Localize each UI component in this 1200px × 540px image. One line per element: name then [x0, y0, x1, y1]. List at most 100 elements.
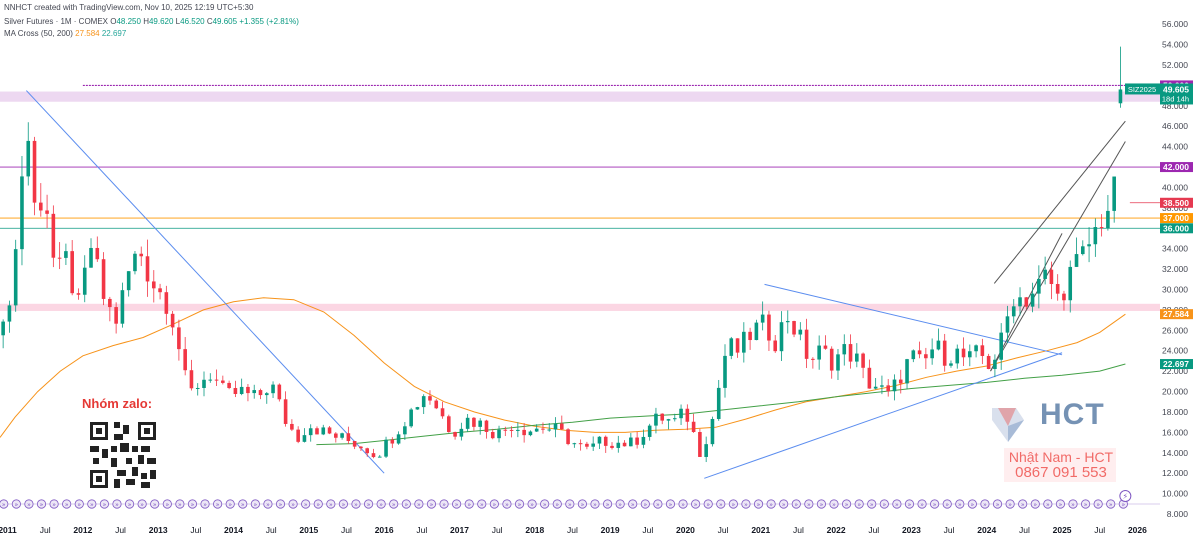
candle-body-5	[32, 140, 37, 203]
event-marker-glyph-31: »	[392, 501, 396, 508]
candle-body-177	[1112, 176, 1116, 211]
event-marker-18	[225, 499, 235, 509]
candle-body-146	[917, 350, 922, 355]
x-tick-17: Jul	[642, 525, 653, 535]
x-tick-0: 2011	[0, 525, 17, 535]
event-marker-8	[99, 499, 110, 509]
event-marker-glyph-56: »	[706, 501, 710, 508]
event-marker-glyph-55: »	[694, 501, 698, 508]
event-marker-22	[275, 499, 286, 509]
event-marker-66	[829, 499, 839, 509]
candle-body-31	[195, 387, 200, 389]
candle-body-109	[685, 408, 690, 422]
y-tick-5: 18.000	[1162, 407, 1188, 417]
event-marker-glyph-42: »	[530, 501, 534, 508]
event-marker-glyph-45: »	[568, 501, 572, 508]
event-marker-36	[452, 499, 462, 509]
event-marker-glyph-8: »	[103, 501, 107, 508]
event-marker-31	[389, 499, 399, 509]
candle-body-128	[804, 329, 809, 359]
event-marker-53	[665, 499, 676, 509]
candle-body-145	[911, 350, 916, 360]
candle-body-32	[202, 379, 206, 388]
hct-logo-icon	[992, 408, 1024, 442]
y-tick-8: 24.000	[1162, 346, 1188, 356]
candle-body-129	[811, 358, 815, 360]
candle-body-83	[522, 429, 526, 436]
candle-body-94	[591, 443, 595, 447]
event-marker-87	[1093, 499, 1103, 509]
event-marker-65	[816, 499, 827, 509]
candle-body-48	[302, 435, 307, 442]
event-marker-24	[301, 499, 311, 509]
x-tick-19: Jul	[718, 525, 729, 535]
event-marker-glyph-89: »	[1121, 501, 1125, 508]
lightning-icon: ⚡	[1123, 492, 1129, 501]
x-tick-6: 2014	[224, 525, 243, 535]
candle-body-108	[679, 408, 683, 419]
event-marker-46	[577, 499, 588, 509]
candle-body-99	[622, 442, 627, 447]
event-marker-glyph-2: »	[27, 501, 31, 508]
event-marker-26	[326, 499, 336, 509]
candle-body-110	[691, 421, 696, 433]
x-tick-4: 2013	[149, 525, 168, 535]
candle-body-44	[277, 384, 282, 400]
candle-body-138	[867, 367, 872, 389]
candle-body-30	[189, 370, 194, 389]
event-marker-54	[678, 499, 688, 509]
event-marker-41	[514, 499, 525, 509]
candle-body-73	[459, 428, 464, 437]
level-tag-3: 37.000	[1163, 213, 1189, 223]
candle-body-74	[465, 417, 470, 429]
x-tick-30: 2026	[1128, 525, 1147, 535]
event-marker-glyph-37: »	[467, 501, 471, 508]
candle-body-11	[70, 251, 74, 294]
candle-body-81	[509, 429, 514, 431]
event-marker-85	[1068, 499, 1078, 509]
event-marker-4	[49, 499, 59, 509]
trendline-3	[990, 141, 1126, 372]
event-marker-glyph-18: »	[228, 501, 232, 508]
time-axis-bg	[0, 520, 1200, 540]
event-marker-glyph-39: »	[493, 501, 497, 508]
x-tick-2: 2012	[73, 525, 92, 535]
candle-body-77	[484, 420, 489, 432]
event-marker-glyph-17: »	[216, 501, 220, 508]
candle-body-66	[415, 407, 420, 410]
contact-box: Nhật Nam - HCT 0867 091 553	[1004, 448, 1116, 482]
candle-body-151	[949, 363, 953, 366]
candle-body-163	[1024, 297, 1029, 307]
candle-body-1	[7, 305, 12, 322]
event-marker-glyph-58: »	[732, 501, 736, 508]
candle-body-14	[89, 247, 93, 268]
event-marker-30	[376, 499, 386, 509]
event-marker-glyph-61: »	[769, 501, 773, 508]
event-marker-71	[892, 499, 902, 509]
event-marker-39	[489, 499, 499, 509]
candle-body-104	[654, 413, 658, 426]
zone-0	[0, 91, 1160, 102]
candle-body-41	[258, 390, 263, 396]
candle-body-168	[1055, 284, 1060, 294]
event-marker-glyph-74: »	[933, 501, 937, 508]
candle-body-2	[13, 249, 18, 306]
y-tick-7: 22.000	[1162, 366, 1188, 376]
candle-body-118	[742, 331, 746, 353]
x-tick-16: 2019	[601, 525, 620, 535]
candle-body-58	[365, 448, 370, 454]
y-tick-2: 12.000	[1162, 468, 1188, 478]
event-marker-glyph-5: »	[65, 501, 69, 508]
x-tick-10: 2016	[375, 525, 394, 535]
trendline-0	[25, 90, 385, 474]
candle-body-132	[829, 348, 834, 371]
event-marker-glyph-3: »	[40, 501, 44, 508]
candle-body-28	[177, 327, 181, 350]
lightning-marker	[1119, 490, 1132, 502]
candle-body-133	[836, 354, 840, 371]
event-marker-glyph-24: »	[304, 501, 308, 508]
candle-body-4	[26, 140, 31, 177]
level-tag-4: 36.000	[1163, 223, 1189, 233]
